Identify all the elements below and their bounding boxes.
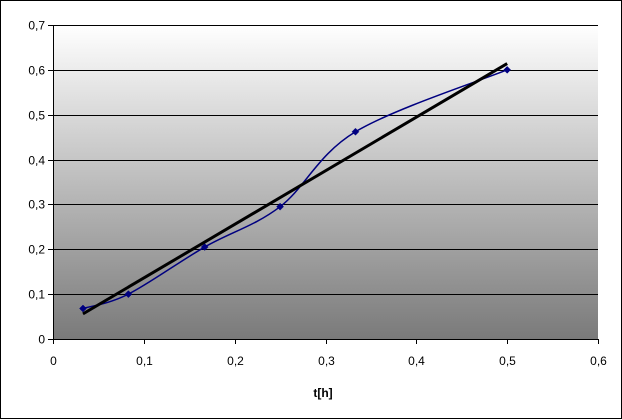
y-tick-label: 0,7 [28,19,45,33]
data-point-marker [79,304,87,313]
series [79,62,512,316]
y-tick-label: 0,1 [28,288,45,302]
x-tick-label: 0,3 [318,354,335,368]
trendline [82,62,508,316]
x-axis-title: t[h] [313,386,332,400]
x-tick-label: 0,6 [590,354,607,368]
x-tick-label: 0,2 [227,354,244,368]
x-tick-label: 0,1 [136,354,153,368]
y-tick-label: 0,2 [28,243,45,257]
tick-labels: 0 0,1 0,2 0,3 0,4 0,5 0,6 0,7 0 0,1 0,2 0,3 0,4 0,5 0,… [28,19,607,369]
y-tick-label: 0,3 [28,198,45,212]
data-point-marker [276,202,284,211]
y-tick-label: 0,6 [28,64,45,78]
x-tick-label: 0 [50,354,57,368]
axes [48,25,599,344]
data-point-marker [200,243,209,251]
data-point-marker [124,290,133,298]
data-point-marker [351,127,360,136]
x-tick-label: 0,5 [499,354,516,368]
x-tick-label: 0,4 [408,354,425,368]
grid-lines [53,25,598,295]
y-tick-label: 0,4 [28,154,45,168]
data-point-marker [503,66,512,74]
y-tick-label: 0,5 [28,109,45,123]
plot-area [53,25,598,339]
y-tick-label: 0 [38,333,45,347]
